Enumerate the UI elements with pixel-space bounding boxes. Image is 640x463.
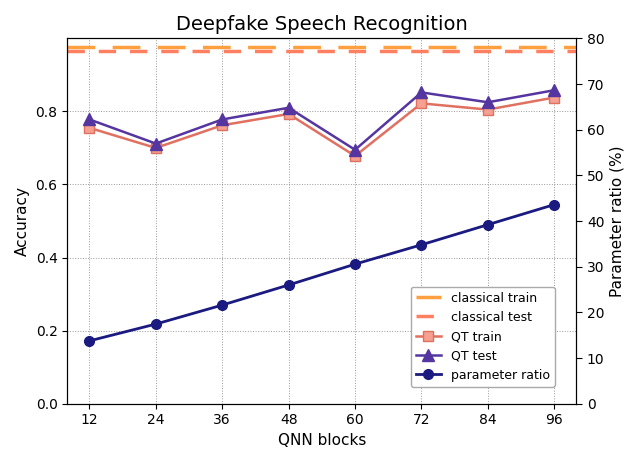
- Y-axis label: Accuracy: Accuracy: [15, 186, 30, 256]
- QT train: [351, 153, 359, 159]
- parameter ratio: [418, 242, 426, 248]
- parameter ratio: [218, 302, 226, 308]
- QT train: [484, 107, 492, 113]
- parameter ratio: [351, 262, 359, 267]
- QT train: [218, 123, 226, 128]
- X-axis label: QNN blocks: QNN blocks: [278, 433, 366, 448]
- QT test: [418, 90, 426, 95]
- Y-axis label: Parameter ratio (%): Parameter ratio (%): [610, 145, 625, 297]
- QT test: [550, 88, 558, 93]
- QT test: [218, 117, 226, 122]
- Line: QT test: QT test: [84, 85, 560, 155]
- QT test: [351, 147, 359, 152]
- QT train: [86, 125, 93, 131]
- QT train: [152, 145, 159, 151]
- parameter ratio: [285, 282, 292, 288]
- QT test: [285, 105, 292, 111]
- QT test: [86, 117, 93, 122]
- QT test: [484, 100, 492, 105]
- QT test: [152, 141, 159, 146]
- parameter ratio: [152, 321, 159, 327]
- Legend: classical train, classical test, QT train, QT test, parameter ratio: classical train, classical test, QT trai…: [411, 287, 555, 387]
- Title: Deepfake Speech Recognition: Deepfake Speech Recognition: [176, 15, 468, 34]
- parameter ratio: [550, 202, 558, 207]
- parameter ratio: [484, 222, 492, 227]
- Line: parameter ratio: parameter ratio: [84, 200, 559, 346]
- parameter ratio: [86, 338, 93, 344]
- QT train: [418, 100, 426, 106]
- Line: QT train: QT train: [84, 93, 559, 161]
- QT train: [550, 95, 558, 100]
- QT train: [285, 111, 292, 117]
